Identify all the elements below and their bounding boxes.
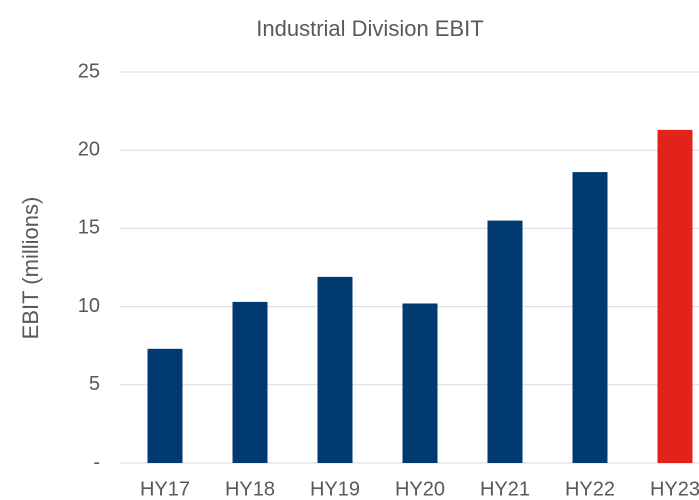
y-tick-label: 10 [78, 295, 100, 317]
x-tick-label: HY20 [395, 478, 445, 500]
bar [317, 276, 353, 463]
y-tick-label: 15 [78, 217, 100, 239]
x-tick-label: HY23 [650, 478, 699, 500]
bar [487, 220, 523, 463]
y-tick-label: - [93, 451, 100, 473]
y-axis-title: EBIT (millions) [18, 197, 43, 340]
x-tick-label: HY21 [480, 478, 530, 500]
bar [657, 129, 693, 464]
x-tick-label: HY18 [225, 478, 275, 500]
bar [147, 348, 183, 463]
x-tick-label: HY22 [565, 478, 615, 500]
y-tick-label: 5 [89, 373, 100, 395]
x-tick-label: HY19 [310, 478, 360, 500]
y-tick-label: 20 [78, 138, 100, 160]
y-tick-label: 25 [78, 60, 100, 82]
x-tick-label: HY17 [140, 478, 190, 500]
bar [572, 172, 608, 463]
chart-title: Industrial Division EBIT [256, 16, 483, 41]
bar [402, 303, 438, 463]
bar [232, 301, 268, 463]
